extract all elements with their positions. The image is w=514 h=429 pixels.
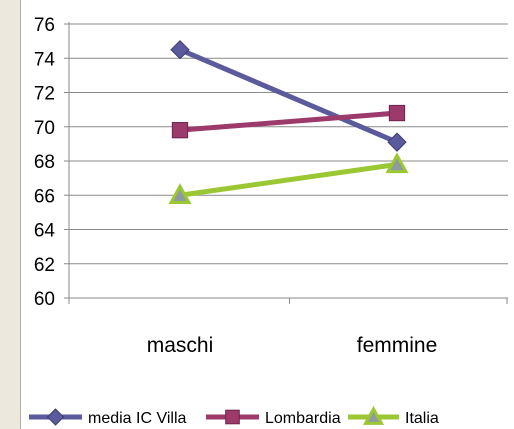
legend-item: Italia bbox=[348, 405, 439, 427]
y-tick-label: 74 bbox=[34, 49, 56, 70]
diamond-marker bbox=[387, 132, 407, 152]
y-tick-label: 64 bbox=[34, 221, 56, 242]
series-line bbox=[179, 110, 398, 133]
x-category-label: femmine bbox=[357, 334, 438, 357]
series-lombardia bbox=[171, 104, 406, 139]
grid-layer bbox=[64, 23, 508, 299]
triangle-marker bbox=[168, 183, 192, 204]
y-tick-label: 62 bbox=[34, 255, 55, 276]
window-left-strip bbox=[0, 0, 21, 429]
triangle-marker bbox=[385, 152, 409, 174]
series-media-ic-villa bbox=[170, 39, 407, 152]
diamond-marker bbox=[46, 408, 65, 426]
legend-item: media IC Villa bbox=[29, 408, 187, 427]
series-line bbox=[179, 161, 398, 198]
square-marker bbox=[225, 409, 240, 425]
y-tick-label: 68 bbox=[34, 152, 55, 173]
legend-item: Lombardia bbox=[206, 409, 341, 427]
series-line bbox=[179, 47, 398, 145]
triangle-marker bbox=[362, 405, 385, 425]
series-italia bbox=[168, 152, 409, 204]
diamond-marker bbox=[170, 39, 190, 60]
series-layer bbox=[168, 39, 409, 204]
y-tick-label: 60 bbox=[34, 289, 55, 310]
y-tick-label: 76 bbox=[34, 15, 55, 36]
y-tick-label: 66 bbox=[34, 186, 55, 207]
legend: media IC Villa Lombardia Italia bbox=[29, 405, 439, 427]
axis-layer: 60 62 64 66 68 70 72 74 76 maschi femmine bbox=[34, 15, 508, 357]
legend-label: Lombardia bbox=[265, 410, 341, 427]
square-marker bbox=[171, 122, 189, 139]
legend-label: Italia bbox=[405, 410, 439, 427]
y-tick-label: 70 bbox=[34, 118, 55, 139]
legend-label: media IC Villa bbox=[88, 410, 187, 427]
y-tick-label: 72 bbox=[34, 84, 55, 105]
x-category-label: maschi bbox=[147, 334, 214, 357]
square-marker bbox=[388, 104, 406, 122]
